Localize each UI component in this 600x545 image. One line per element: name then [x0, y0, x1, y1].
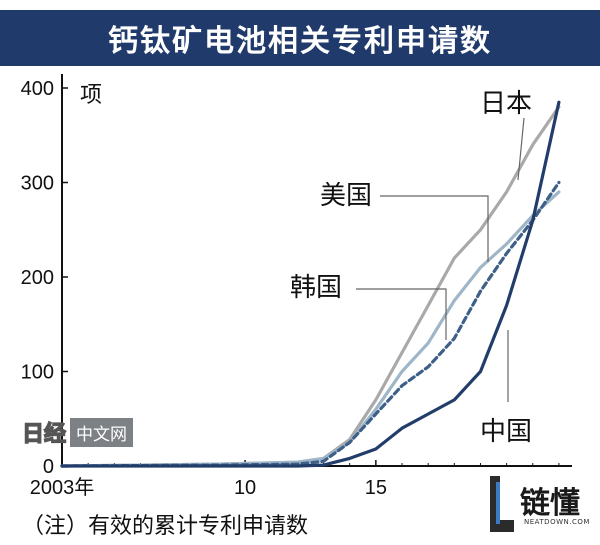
series-label-日本: 日本: [480, 89, 532, 119]
leader-line-韩国: [356, 288, 447, 340]
nikkei-site-label: 中文网: [70, 417, 134, 447]
badge-text: 链懂: [520, 486, 580, 521]
chart-title: 钙钛矿电池相关专利申请数: [108, 24, 492, 59]
series-label-中国: 中国: [480, 417, 532, 447]
y-tick-label: 0: [43, 456, 54, 478]
x-tick-label: 10: [234, 477, 256, 499]
y-tick-label: 300: [21, 173, 54, 195]
y-unit-label: 项: [80, 83, 102, 108]
y-tick-label: 400: [21, 78, 54, 100]
x-tick-label: 15: [365, 477, 387, 499]
site-badge: 链懂 NEATDOWN.COM: [486, 474, 598, 534]
badge-l-icon: [490, 476, 514, 532]
series-line-中国: [60, 100, 561, 468]
nikkei-watermark: 日经 中文网: [21, 416, 134, 448]
footnote: （注）有效的累计专利申请数: [22, 514, 309, 539]
badge-url: NEATDOWN.COM: [524, 518, 590, 526]
leader-line-日本: [517, 117, 525, 181]
series-line-韩国: [60, 180, 561, 468]
x-tick-label: 2003年: [30, 476, 95, 499]
series-label-美国: 美国: [320, 181, 372, 211]
y-tick-label: 100: [21, 362, 54, 384]
nikkei-logo: 日经: [21, 420, 67, 447]
leader-line-美国: [380, 195, 489, 262]
chart-title-bar: 钙钛矿电池相关专利申请数: [0, 10, 600, 66]
series-label-韩国: 韩国: [290, 273, 342, 303]
y-tick-label: 200: [21, 267, 54, 289]
